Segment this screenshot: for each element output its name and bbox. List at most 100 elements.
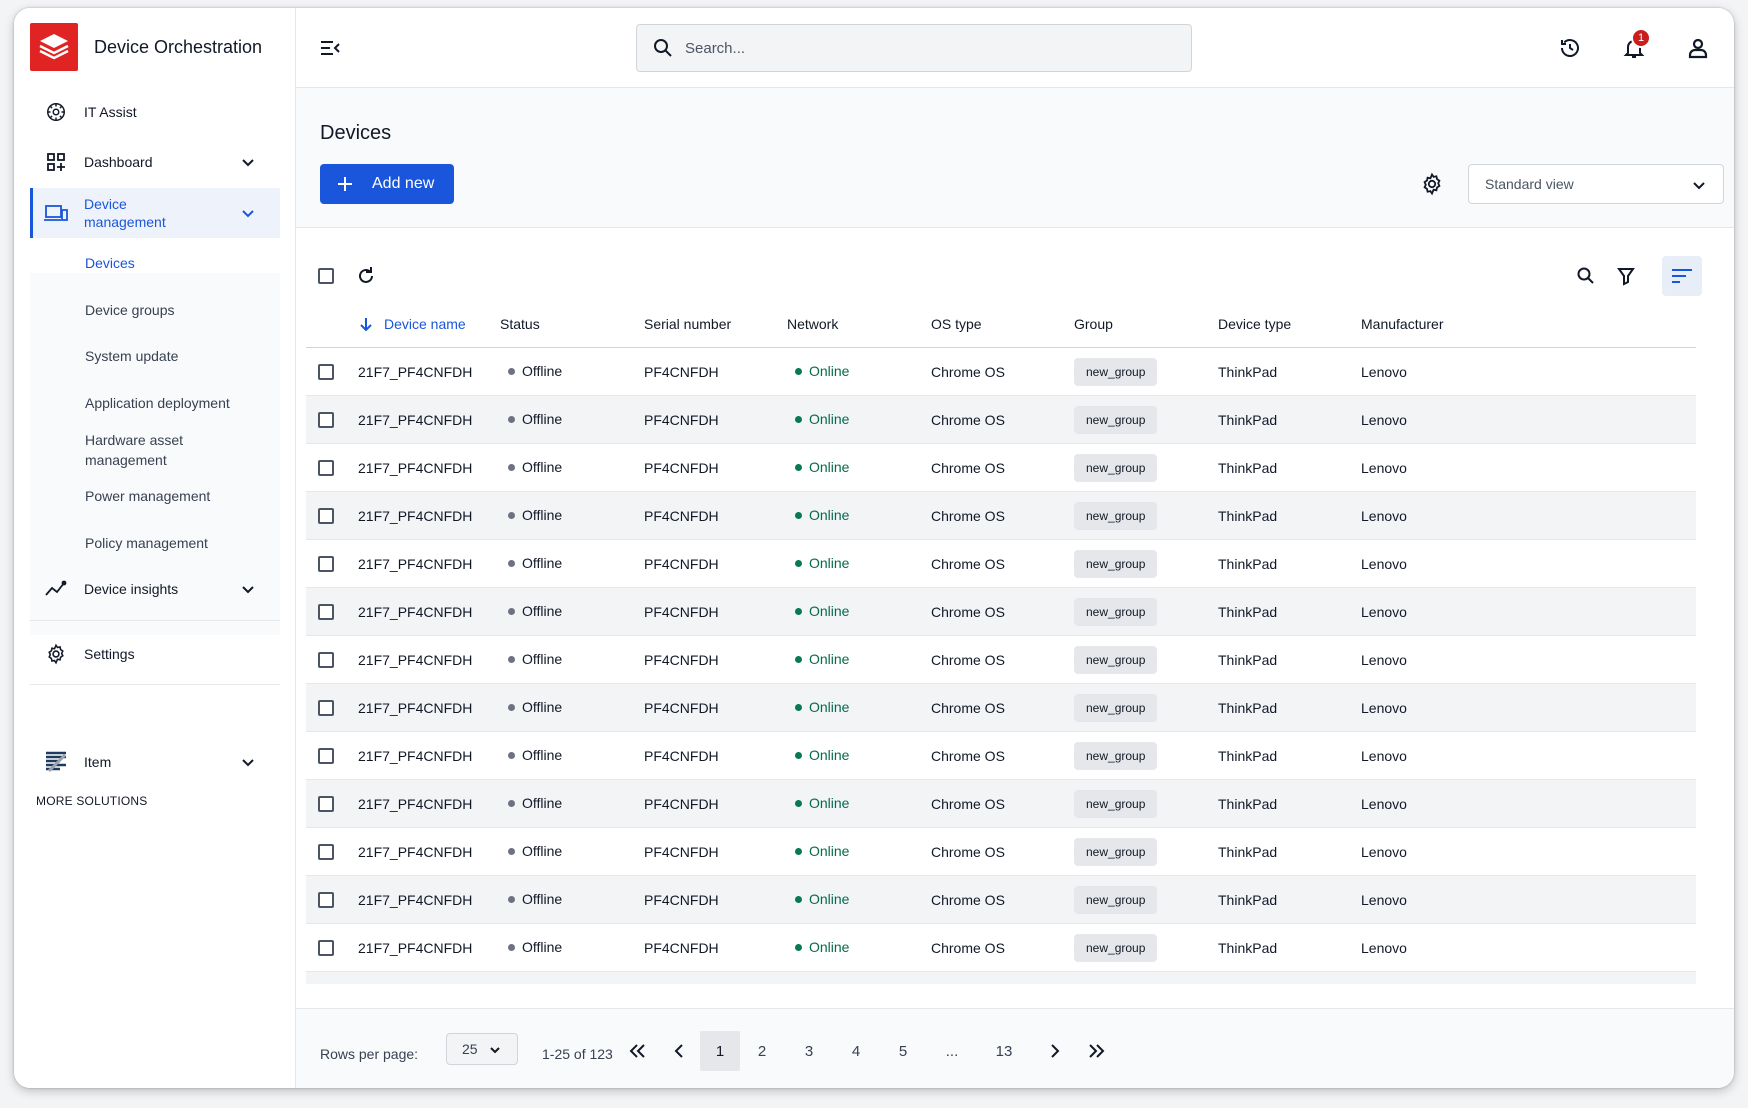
chevron-down-icon[interactable] (240, 754, 256, 770)
row-checkbox[interactable] (318, 508, 334, 524)
cell-device-name[interactable]: 21F7_PF4CNFDH (358, 412, 473, 428)
chevron-down-icon[interactable] (240, 154, 256, 170)
table-row[interactable]: 21F7_PF4CNFDH Offline PF4CNFDH Online Chrome… (306, 924, 1696, 972)
group-tag[interactable]: new_group (1074, 646, 1158, 674)
sort-button[interactable] (1662, 256, 1702, 296)
refresh-icon[interactable] (354, 264, 378, 288)
row-checkbox[interactable] (318, 844, 334, 860)
page-button-4[interactable]: 4 (851, 1042, 861, 1060)
submenu-item-power-management[interactable]: Power management (85, 488, 211, 504)
chevron-down-icon[interactable] (240, 581, 256, 597)
next-page-button[interactable] (1034, 1031, 1074, 1071)
submenu-item-system-update[interactable]: System update (85, 348, 179, 364)
sidebar-item-device-insights[interactable]: Device insights (30, 573, 280, 605)
page-button-2[interactable]: 2 (757, 1042, 767, 1060)
group-tag[interactable]: new_group (1074, 406, 1158, 434)
sidebar-item-dashboard[interactable]: Dashboard (30, 146, 280, 178)
submenu-item-hardware-asset-management[interactable]: Hardware asset management (85, 432, 184, 468)
last-page-button[interactable] (1076, 1031, 1116, 1071)
column-header-device-type[interactable]: Device type (1218, 316, 1292, 332)
table-row[interactable]: 21F7_PF4CNFDH Offline PF4CNFDH Online Chrome… (306, 732, 1696, 780)
column-header-serial-number[interactable]: Serial number (644, 316, 732, 332)
group-tag[interactable]: new_group (1074, 934, 1158, 962)
table-row[interactable]: 21F7_PF4CNFDH Offline PF4CNFDH Online Chrome… (306, 636, 1696, 684)
cell-device-name[interactable]: 21F7_PF4CNFDH (358, 652, 473, 668)
view-settings-gear-icon[interactable] (1420, 172, 1444, 196)
cell-device-name[interactable]: 21F7_PF4CNFDH (358, 364, 473, 380)
cell-device-name[interactable]: 21F7_PF4CNFDH (358, 892, 473, 908)
group-tag[interactable]: new_group (1074, 694, 1158, 722)
row-checkbox[interactable] (318, 412, 334, 428)
group-tag[interactable]: new_group (1074, 502, 1158, 530)
cell-device-name[interactable]: 21F7_PF4CNFDH (358, 556, 473, 572)
previous-page-button[interactable] (660, 1031, 700, 1071)
brand[interactable]: Device Orchestration (30, 23, 262, 71)
submenu-item-application-deployment[interactable]: Application deployment (85, 395, 230, 411)
column-header-network[interactable]: Network (787, 316, 839, 332)
view-select[interactable]: Standard view (1468, 164, 1724, 204)
cell-device-name[interactable]: 21F7_PF4CNFDH (358, 748, 473, 764)
cell-device-name[interactable]: 21F7_PF4CNFDH (358, 700, 473, 716)
rows-per-page-select[interactable]: 25 (446, 1033, 518, 1065)
group-tag[interactable]: new_group (1074, 886, 1158, 914)
group-tag[interactable]: new_group (1074, 790, 1158, 818)
group-tag[interactable]: new_group (1074, 358, 1158, 386)
group-tag[interactable]: new_group (1074, 838, 1158, 866)
sidebar-item-settings[interactable]: Settings (30, 638, 280, 670)
cell-device-name[interactable]: 21F7_PF4CNFDH (358, 796, 473, 812)
first-page-button[interactable] (618, 1031, 658, 1071)
table-row[interactable]: 21F7_PF4CNFDH Offline PF4CNFDH Online Chrome… (306, 348, 1696, 396)
submenu-item-device-groups[interactable]: Device groups (85, 302, 175, 318)
submenu-item-policy-management[interactable]: Policy management (85, 535, 208, 551)
row-checkbox[interactable] (318, 364, 334, 380)
page-button-3[interactable]: 3 (804, 1042, 814, 1060)
collapse-menu-icon[interactable] (318, 36, 342, 60)
row-checkbox[interactable] (318, 892, 334, 908)
table-row[interactable]: 21F7_PF4CNFDH Offline PF4CNFDH Online Chrome… (306, 876, 1696, 924)
sidebar-item-more-item[interactable]: Item (30, 746, 280, 778)
search-box[interactable] (636, 24, 1192, 72)
user-icon[interactable] (1686, 36, 1710, 60)
row-checkbox[interactable] (318, 652, 334, 668)
group-tag[interactable]: new_group (1074, 598, 1158, 626)
column-header-manufacturer[interactable]: Manufacturer (1361, 316, 1444, 332)
table-row[interactable]: 21F7_PF4CNFDH Offline PF4CNFDH Online Chrome… (306, 684, 1696, 732)
row-checkbox[interactable] (318, 460, 334, 476)
row-checkbox[interactable] (318, 700, 334, 716)
table-row[interactable]: 21F7_PF4CNFDH Offline PF4CNFDH Online Chrome… (306, 588, 1696, 636)
row-checkbox[interactable] (318, 604, 334, 620)
row-checkbox[interactable] (318, 556, 334, 572)
row-checkbox[interactable] (318, 748, 334, 764)
column-header-group[interactable]: Group (1074, 316, 1113, 332)
sidebar-item-device-management[interactable]: Device management (30, 188, 280, 238)
group-tag[interactable]: new_group (1074, 742, 1158, 770)
submenu-item-devices[interactable]: Devices (85, 255, 135, 271)
filter-icon[interactable] (1614, 264, 1638, 288)
table-row[interactable]: 21F7_PF4CNFDH Offline PF4CNFDH Online Chrome… (306, 540, 1696, 588)
group-tag[interactable]: new_group (1074, 454, 1158, 482)
table-row[interactable]: 21F7_PF4CNFDH Offline PF4CNFDH Online Chrome… (306, 828, 1696, 876)
table-row[interactable]: 21F7_PF4CNFDH Offline PF4CNFDH Online Chrome… (306, 780, 1696, 828)
table-row[interactable]: 21F7_PF4CNFDH Offline PF4CNFDH Online Chrome… (306, 444, 1696, 492)
cell-device-name[interactable]: 21F7_PF4CNFDH (358, 940, 473, 956)
cell-device-name[interactable]: 21F7_PF4CNFDH (358, 604, 473, 620)
chevron-down-icon[interactable] (240, 205, 256, 221)
page-button-5[interactable]: 5 (898, 1042, 908, 1060)
table-row[interactable]: 21F7_PF4CNFDH Offline PF4CNFDH Online Chrome… (306, 396, 1696, 444)
page-button-1[interactable]: 1 (700, 1031, 740, 1071)
table-search-icon[interactable] (1574, 264, 1598, 288)
cell-device-name[interactable]: 21F7_PF4CNFDH (358, 508, 473, 524)
column-header-device-name[interactable]: Device name (358, 316, 466, 332)
sidebar-item-it-assist[interactable]: IT Assist (30, 96, 280, 128)
table-row[interactable]: 21F7_PF4CNFDH Offline PF4CNFDH Online Chrome… (306, 492, 1696, 540)
column-header-status[interactable]: Status (500, 316, 540, 332)
search-input[interactable] (685, 39, 1165, 57)
row-checkbox[interactable] (318, 940, 334, 956)
row-checkbox[interactable] (318, 796, 334, 812)
history-icon[interactable] (1558, 36, 1582, 60)
select-all-checkbox[interactable] (318, 268, 334, 284)
cell-device-name[interactable]: 21F7_PF4CNFDH (358, 844, 473, 860)
add-new-button[interactable]: Add new (320, 164, 455, 204)
group-tag[interactable]: new_group (1074, 550, 1158, 578)
column-header-os-type[interactable]: OS type (931, 316, 982, 332)
